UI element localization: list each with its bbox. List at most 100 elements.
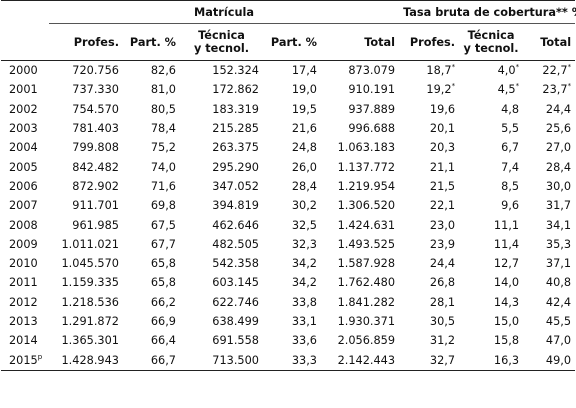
cell-value: 1.219.954 [337, 179, 396, 193]
table-cell: 33,8 [263, 293, 321, 312]
table-cell: 638.499 [180, 312, 263, 331]
cell-value: 1.137.772 [337, 160, 396, 174]
table-cell: 713.500 [180, 350, 263, 371]
table-cell: 295.290 [180, 157, 263, 176]
table-cell: 2.056.859 [321, 331, 399, 350]
cell-value: 183.319 [212, 102, 259, 116]
cell-value: 842.482 [72, 160, 119, 174]
table-cell: 11,4 [459, 235, 523, 254]
cell-value: 65,8 [150, 276, 176, 290]
table-cell: 1.306.520 [321, 196, 399, 215]
cell-value: 14,0 [493, 276, 520, 290]
year-cell: 2012 [1, 293, 49, 312]
table-cell: 66,7 [123, 350, 180, 371]
cell-value: 24,4 [429, 257, 456, 271]
table-cell: 4,5* [459, 80, 523, 99]
table-row: 2004 799.808 75,2 263.375 24,8 1.063.183 20,3 6… [1, 138, 575, 157]
cell-value: 1.011.021 [61, 237, 120, 251]
asterisk-mark: * [451, 63, 456, 72]
table-cell: 1.587.928 [321, 254, 399, 273]
table-cell: 22,1 [399, 196, 459, 215]
table-cell: 23,9 [399, 235, 459, 254]
cell-value: 80,5 [150, 102, 176, 116]
table-cell: 20,1 [399, 119, 459, 138]
cell-value: 30,5 [429, 315, 456, 328]
cell-value: 24,8 [291, 141, 317, 155]
table-cell: 78,4 [123, 119, 180, 138]
cell-value: 5,5 [501, 122, 520, 136]
table-cell: 35,3 [523, 235, 575, 254]
cell-value: 1.493.525 [337, 237, 396, 251]
table-cell: 31,2 [399, 331, 459, 350]
table-row: 2010 1.045.570 65,8 542.358 34,2 1.587.928 24,… [1, 254, 575, 273]
col-header-tasa-tecnica: Técnica y tecnol. [459, 23, 524, 61]
asterisk-mark: * [567, 82, 572, 91]
cell-value: 35,3 [545, 237, 572, 251]
table-cell: 1.841.282 [321, 293, 399, 312]
table-cell: 20,3 [399, 138, 459, 157]
table-cell: 34,2 [263, 273, 321, 292]
cell-value: 781.403 [72, 122, 119, 136]
table-cell: 30,0 [523, 177, 575, 196]
cell-value: 910.191 [348, 83, 396, 97]
table-cell: 31,7 [523, 196, 575, 215]
cell-value: 37,1 [545, 257, 572, 271]
table-cell: 49,0 [523, 350, 576, 371]
table-cell: 1.762.480 [321, 273, 399, 292]
table-cell: 1.424.631 [321, 215, 399, 234]
table-cell: 720.756 [49, 61, 123, 81]
table-cell: 19,0 [263, 80, 321, 99]
cell-value: 1.306.520 [337, 199, 396, 213]
cell-value: 33,8 [291, 295, 317, 309]
cell-value: 32,5 [291, 218, 317, 232]
table-cell: 22,7* [523, 61, 575, 81]
table-cell: 16,3 [459, 350, 524, 371]
table-row: 2008 961.985 67,5 462.646 32,5 1.424.631 23,0 1… [1, 215, 575, 234]
cell-value: 26,8 [429, 276, 456, 290]
cell-value: 31,7 [545, 199, 572, 213]
table-cell: 17,4 [263, 61, 321, 81]
table-cell: 24,4 [399, 254, 459, 273]
cell-value: 482.505 [212, 237, 259, 251]
cell-value: 19,2 [426, 83, 452, 97]
table-row: 2011 1.159.335 65,8 603.145 34,2 1.762.480 26,… [1, 273, 575, 292]
cell-value: 1.762.480 [337, 276, 396, 290]
table-cell: 74,0 [123, 157, 180, 176]
asterisk-mark: * [567, 63, 572, 72]
col-header-tasa-total: Total [523, 23, 576, 61]
year-label: 2014 [9, 334, 38, 348]
table-cell: 45,5 [523, 312, 575, 331]
year-cell: 2014 [1, 331, 49, 350]
table-cell: 32,3 [263, 235, 321, 254]
cell-value: 347.052 [212, 179, 259, 193]
cell-value: 996.688 [348, 122, 396, 136]
table-cell: 33,1 [263, 312, 321, 331]
cell-value: 23,7 [542, 83, 568, 97]
year-cell: 2008 [1, 215, 49, 234]
cell-value: 872.902 [72, 179, 119, 193]
cell-value: 81,0 [150, 83, 176, 97]
cell-value: 28,1 [429, 295, 456, 309]
cell-value: 11,4 [493, 237, 520, 251]
group-header-row: Matrícula Tasa bruta de cobertura** % [1, 0, 576, 24]
table-cell: 32,5 [263, 215, 321, 234]
year-cell: 2013 [1, 312, 49, 331]
table-cell: 4,0* [459, 61, 523, 81]
table-cell: 69,8 [123, 196, 180, 215]
cell-value: 33,6 [291, 334, 317, 348]
table-cell: 872.902 [49, 177, 123, 196]
table-cell: 24,4 [523, 100, 575, 119]
cell-value: 9,6 [501, 199, 520, 213]
group-header-empty [1, 0, 49, 24]
table-cell: 23,7* [523, 80, 575, 99]
cell-value: 11,1 [493, 218, 520, 232]
table-cell: 26,0 [263, 157, 321, 176]
table-cell: 961.985 [49, 215, 123, 234]
year-cell: 2010 [1, 254, 49, 273]
cell-value: 542.358 [212, 257, 259, 271]
cell-value: 78,4 [150, 122, 176, 136]
cell-value: 7,4 [501, 160, 520, 174]
table-cell: 33,6 [263, 331, 321, 350]
table-cell: 47,0 [523, 331, 575, 350]
